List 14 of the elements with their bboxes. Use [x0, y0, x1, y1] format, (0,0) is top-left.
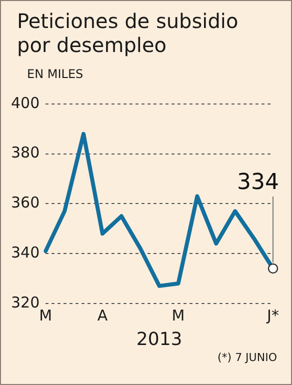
y-tick-label: 340 — [10, 243, 40, 262]
chart-subtitle: EN MILES — [27, 67, 84, 81]
x-tick-label: M — [39, 306, 52, 324]
x-tick-label: M — [172, 306, 185, 324]
x-axis-title: 2013 — [136, 328, 182, 350]
x-tick-label: A — [97, 306, 108, 324]
text: (*) 7 JUNIO — [217, 351, 277, 364]
annotation: 334 — [237, 170, 279, 196]
y-tick-label: 400 — [10, 94, 40, 112]
y-tick-label: 380 — [10, 144, 40, 162]
chart-title: Peticiones de subsidio por desempleo — [17, 9, 240, 57]
x-tick-label: J* — [266, 306, 280, 324]
y-tick-label: 360 — [10, 194, 40, 212]
y-tick-label: 320 — [10, 293, 40, 312]
